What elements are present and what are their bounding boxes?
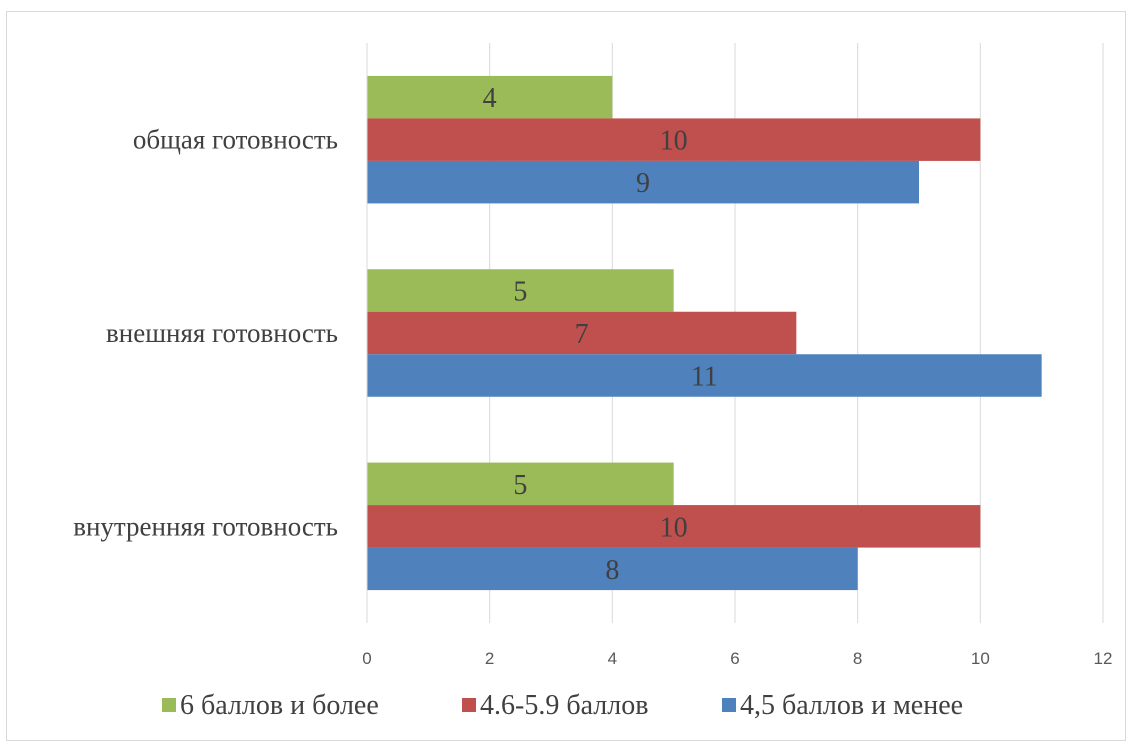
- x-tick-label: 2: [485, 649, 494, 668]
- category-label: внешняя готовность: [106, 318, 338, 348]
- data-label: 8: [605, 555, 619, 586]
- legend-label: 4,5 баллов и менее: [740, 690, 963, 721]
- x-tick-label: 8: [853, 649, 862, 668]
- data-label: 5: [513, 470, 527, 501]
- legend-swatch: [722, 698, 736, 712]
- data-label: 5: [513, 277, 527, 308]
- legend-label: 6 баллов и более: [180, 690, 379, 721]
- x-tick-label: 12: [1094, 649, 1113, 668]
- data-label: 4: [483, 83, 497, 114]
- x-tick-label: 10: [971, 649, 990, 668]
- bar: [367, 118, 981, 161]
- legend-swatch: [162, 698, 176, 712]
- data-label: 10: [660, 126, 688, 157]
- x-tick-label: 4: [608, 649, 617, 668]
- bar: [367, 75, 613, 119]
- data-label: 11: [691, 362, 718, 393]
- bar: [367, 462, 674, 506]
- category-label: внутренняя готовность: [73, 511, 338, 541]
- data-label: 7: [575, 319, 589, 350]
- data-label: 10: [660, 512, 688, 543]
- x-tick-label: 0: [362, 649, 371, 668]
- x-tick-label: 6: [730, 649, 739, 668]
- category-label: общая готовность: [133, 125, 338, 155]
- legend-swatch: [462, 698, 476, 712]
- bar: [367, 311, 797, 355]
- data-label: 9: [636, 168, 650, 199]
- bar: [367, 269, 674, 312]
- legend-label: 4.6-5.9 баллов: [480, 690, 648, 721]
- bar: [367, 547, 858, 591]
- bar: [367, 354, 1042, 397]
- bar: [367, 160, 919, 204]
- bar: [367, 505, 981, 548]
